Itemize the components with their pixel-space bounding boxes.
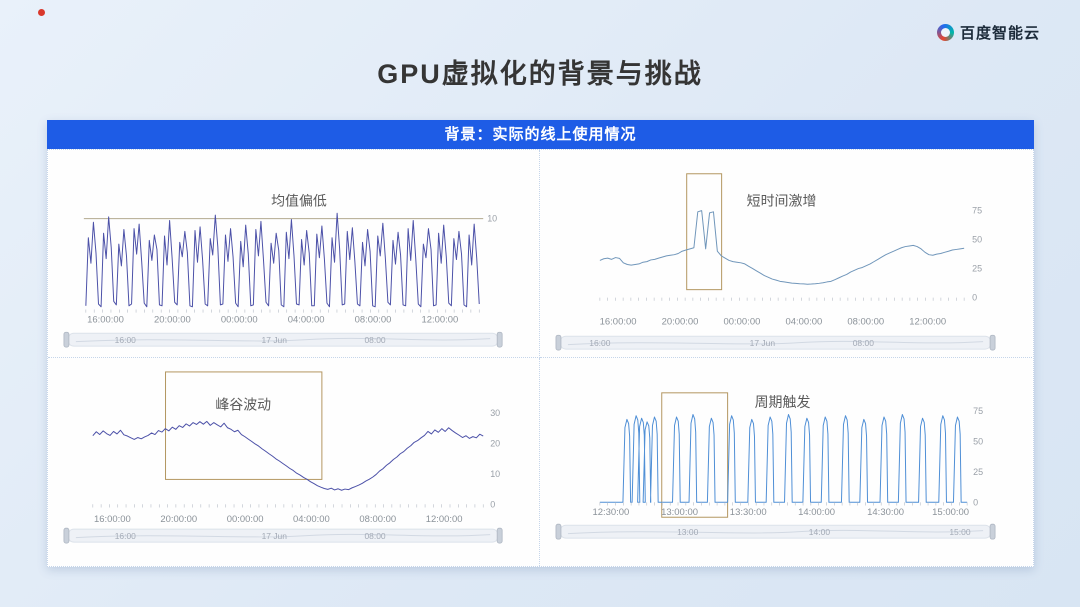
datazoom-label: 16:00 [589,338,611,348]
x-tick-label: 12:00:00 [422,313,459,324]
y-tick-label: 0 [972,293,977,303]
chart-canvas-0: 10 16:00:00 20:00:00 00:00:00 04:00:00 08:00:… [63,193,503,348]
y-tick-label: 30 [490,408,500,418]
x-tick-label: 12:00:00 [426,514,463,525]
datazoom-label: 16:00 [115,531,136,541]
datazoom-handle-right[interactable] [496,331,503,348]
datazoom-label: 14:00 [809,527,831,537]
datazoom-label: 08:00 [364,531,385,541]
datazoom-miniline [75,533,491,539]
x-tick-label: 08:00:00 [359,514,396,525]
x-tick-label: 12:00:00 [909,315,946,326]
datazoom-miniline [75,337,491,343]
datazoom-handle-left[interactable] [555,523,562,540]
x-tick-label: 14:30:00 [867,507,904,518]
baidu-cloud-logo-icon [936,24,954,41]
chart-label: 短时间激增 [747,193,817,209]
section-banner: 背景：实际的线上使用情况 [47,120,1034,149]
x-tick-label: 08:00:00 [355,313,392,324]
threshold-label: 10 [487,214,497,224]
x-tick-label: 00:00:00 [724,315,761,326]
datazoom-label: 17 Jun [262,531,288,541]
x-tick-label: 04:00:00 [293,514,330,525]
series-line [85,212,480,308]
chart-label: 均值偏低 [271,193,327,209]
datazoom-handle-right[interactable] [989,334,996,351]
x-tick-label: 12:30:00 [592,507,629,518]
chart-short-burst: 0 25 50 75 16:00:00 20:00:00 00:00:00 04:00:00 0… [540,150,1032,358]
x-tick-label: 15:00:00 [932,507,969,518]
datazoom-label: 08:00 [364,335,385,345]
chart-canvas-1: 0 25 50 75 16:00:00 20:00:00 00:00:00 04:00:00 0… [555,173,996,351]
datazoom-miniline [567,340,984,346]
y-tick-label: 50 [972,235,982,245]
datazoom-handle-left[interactable] [555,334,562,351]
charts-grid: 10 16:00:00 20:00:00 00:00:00 04:00:00 08:00:… [47,149,1034,567]
y-tick-label: 50 [973,436,983,446]
datazoom-label: 17 Jun [750,338,776,348]
series-line [599,210,965,285]
y-tick-label: 25 [972,264,982,274]
recording-dot [38,9,45,16]
x-tick-label: 16:00:00 [87,313,124,324]
datazoom-handle-left[interactable] [63,331,70,348]
x-tick-label: 04:00:00 [785,315,822,326]
x-tick-label: 20:00:00 [154,313,191,324]
content-board: 背景：实际的线上使用情况 10 16:00:00 20:00:00 00:00:00 0… [47,120,1034,567]
x-tick-label: 20:00:00 [160,514,197,525]
chart-canvas-2: 0 10 20 30 16:00:00 20:00:00 00:00:00 04:00:00 0… [63,371,503,544]
chart-low-average: 10 16:00:00 20:00:00 00:00:00 04:00:00 08:00:… [48,150,540,358]
brand-name: 百度智能云 [959,25,1040,42]
series-line [599,414,968,503]
chart-periodic-trigger: 0 25 50 75 12:30:00 13:00:00 13:30:00 14:00:00 1… [540,358,1032,566]
chart-label: 峰谷波动 [215,397,271,413]
datazoom-handle-left[interactable] [63,527,70,544]
datazoom-label: 16:00 [115,335,136,345]
highlight-box [165,371,323,480]
x-tick-label: 20:00:00 [662,315,699,326]
y-tick-label: 25 [973,467,983,477]
datazoom-handle-right[interactable] [496,527,503,544]
chart-label: 周期触发 [755,394,811,410]
datazoom-handle-right[interactable] [989,523,996,540]
x-tick-label: 00:00:00 [227,514,264,525]
datazoom-label: 13:00 [677,527,699,537]
brand-logo: 百度智能云 [936,22,1040,43]
datazoom-label: 15:00 [949,527,971,537]
datazoom-label: 08:00 [853,338,875,348]
x-tick-label: 13:30:00 [730,507,767,518]
x-tick-label: 16:00:00 [94,514,131,525]
highlight-box [686,173,723,291]
x-tick-label: 00:00:00 [221,313,258,324]
chart-canvas-3: 0 25 50 75 12:30:00 13:00:00 13:30:00 14:00:00 1… [555,392,996,540]
page-title: GPU虚拟化的背景与挑战 [377,59,703,89]
y-tick-label: 0 [490,499,495,509]
x-tick-label: 16:00:00 [600,315,637,326]
x-tick-label: 13:00:00 [661,507,698,518]
y-tick-label: 20 [490,438,500,448]
x-tick-label: 14:00:00 [798,507,835,518]
x-tick-label: 04:00:00 [288,313,325,324]
x-tick-label: 08:00:00 [847,315,884,326]
y-tick-label: 75 [972,206,982,216]
y-tick-label: 0 [973,497,978,507]
chart-peak-valley: 0 10 20 30 16:00:00 20:00:00 00:00:00 04:00:00 0… [48,358,540,566]
series-line [92,420,484,491]
highlight-box [661,392,729,518]
y-tick-label: 75 [973,406,983,416]
datazoom-label: 17 Jun [262,335,288,345]
datazoom-miniline [567,529,984,535]
y-tick-label: 10 [490,469,500,479]
